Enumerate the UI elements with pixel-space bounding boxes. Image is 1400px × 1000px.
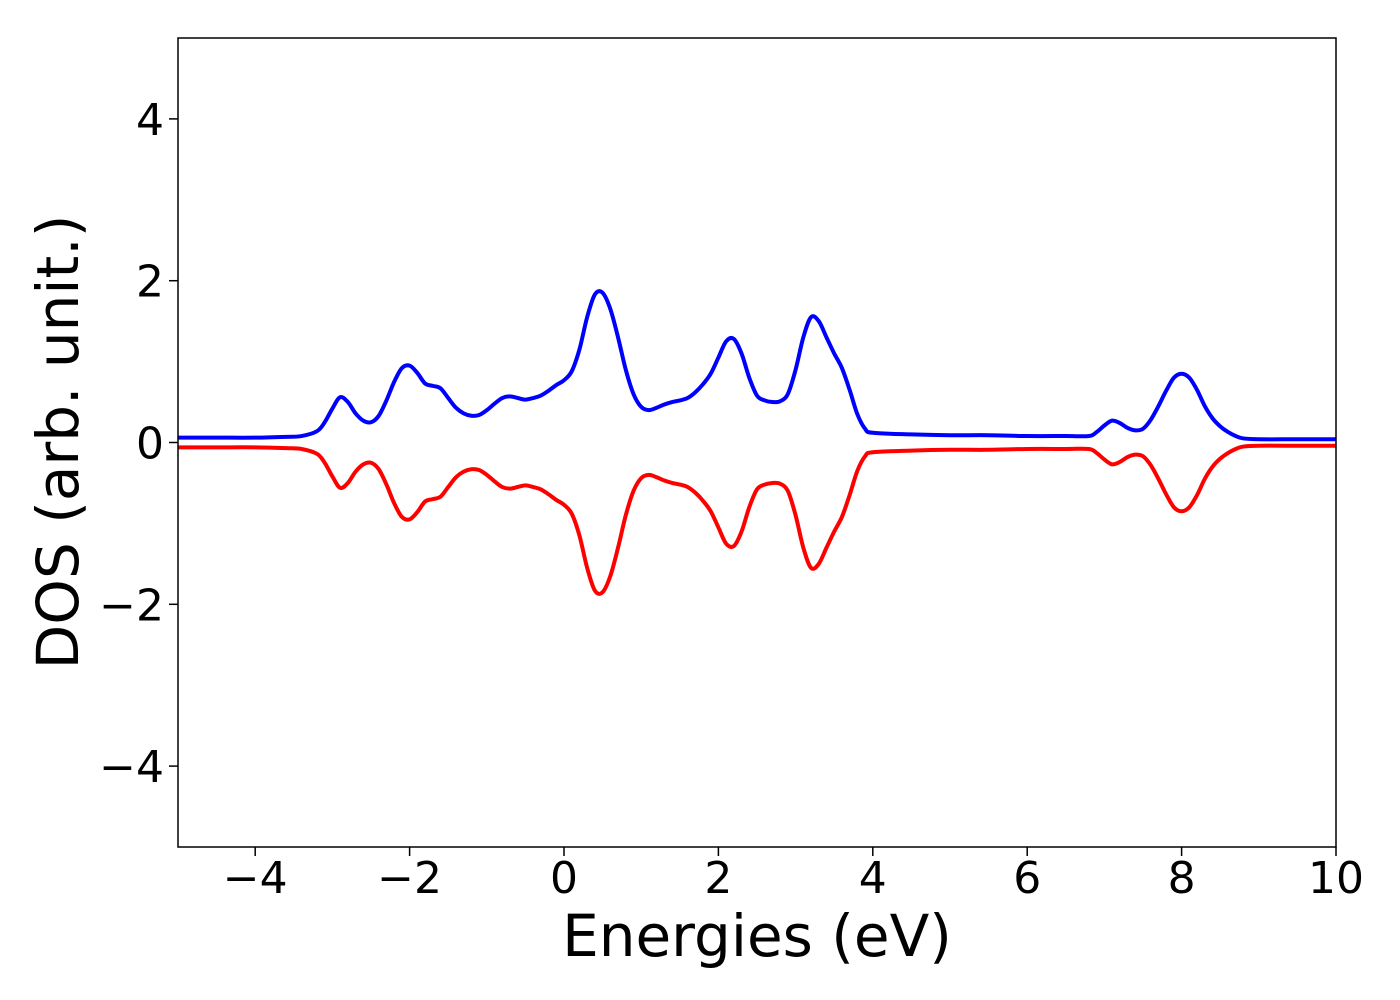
y-tick-label: 4: [136, 95, 164, 146]
y-tick-label: −4: [99, 742, 164, 793]
x-axis-label: Energies (eV): [562, 902, 952, 970]
y-axis: −4 −2 0 2 4: [99, 95, 178, 793]
y-axis-label: DOS (arb. unit.): [24, 215, 92, 670]
series-layer: [178, 289, 1336, 596]
x-tick-label: −2: [377, 853, 442, 904]
x-tick-label: 10: [1308, 853, 1364, 904]
x-tick-label: 0: [550, 853, 578, 904]
x-tick-label: −4: [223, 853, 288, 904]
dos-line-blue: [178, 289, 1336, 442]
x-tick-label: 2: [704, 853, 732, 904]
x-axis: −4 −2 0 2 4 6 8 10: [223, 847, 1364, 904]
dos-line-red: [178, 443, 1336, 596]
x-tick-label: 4: [859, 853, 887, 904]
y-tick-label: −2: [99, 580, 164, 631]
x-tick-label: 8: [1168, 853, 1196, 904]
y-tick-label: 2: [136, 257, 164, 308]
y-tick-label: 0: [136, 419, 164, 470]
x-tick-label: 6: [1013, 853, 1041, 904]
